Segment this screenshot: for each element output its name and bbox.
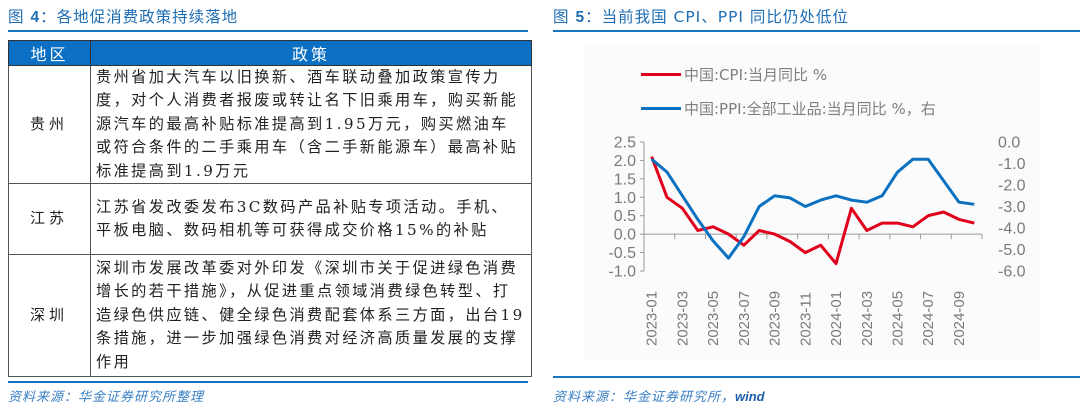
left-tick-label: 0.5 (614, 208, 636, 225)
figure-4-number: 4 (30, 9, 41, 26)
figure-5-bottom-rule (553, 376, 1080, 378)
ppi-line (650, 157, 975, 260)
right-tick-label: -1.0 (998, 156, 1026, 173)
table-row: 贵州 贵州省加大汽车以旧换新、酒车联动叠加政策宣传力度，对个人消费者报废或转让名… (8, 64, 532, 185)
figure-5-number: 5 (575, 9, 586, 26)
figure-4-title-prefix: 图 (8, 8, 31, 26)
figure-4-bottom-rule (8, 381, 528, 383)
right-tick-label: -2.0 (998, 178, 1026, 195)
policy-table: 地区 政策 贵州 贵州省加大汽车以旧换新、酒车联动叠加政策宣传力度，对个人消费者… (8, 40, 532, 378)
figure-5-title: 图 5：当前我国 CPI、PPI 同比仍处低位 (553, 5, 849, 27)
legend-cpi: 中国:CPI:当月同比 % (641, 64, 827, 85)
figure-5-title-text: ：当前我国 CPI、PPI 同比仍处低位 (585, 8, 849, 26)
cpi-line (650, 156, 975, 266)
left-tick-label: 1.0 (614, 190, 636, 207)
x-tick-label: 2023-09 (767, 291, 784, 346)
x-tick-label: 2023-03 (674, 291, 691, 346)
legend-ppi: 中国:PPI:全部工业品:当月同比 %，右 (641, 98, 936, 119)
left-tick-label: 1.5 (614, 171, 636, 188)
header-policy: 政策 (90, 40, 532, 66)
region-cell: 江苏 (8, 183, 91, 256)
policy-cell: 江苏省发改委发布3C数码产品补贴专项活动。手机、平板电脑、数码相机等可获得成交价… (90, 183, 532, 256)
x-tick-label: 2023-05 (705, 291, 722, 346)
right-tick-label: 0.0 (998, 135, 1020, 152)
left-tick-label: 2.5 (614, 135, 636, 152)
x-tick-label: 2024-03 (859, 291, 876, 346)
left-tick-label: -1.0 (608, 264, 636, 281)
region-cell: 深圳 (8, 254, 91, 378)
left-tick-label: 0.0 (614, 227, 636, 244)
x-tick-label: 2023-07 (736, 291, 753, 346)
legend-cpi-swatch-icon (641, 73, 681, 76)
legend-cpi-label: 中国:CPI:当月同比 % (684, 66, 828, 84)
table-header-row: 地区 政策 (8, 40, 532, 66)
right-tick-label: -3.0 (998, 199, 1026, 216)
right-tick-label: -5.0 (998, 242, 1026, 259)
x-tick-label: 2024-09 (951, 291, 968, 346)
figure-4-top-rule (8, 30, 528, 32)
figure-4-title: 图 4：各地促消费政策持续落地 (8, 5, 238, 27)
table-row: 深圳 深圳市发展改革委对外印发《深圳市关于促进绿色消费增长的若干措施》，从促进重… (8, 254, 532, 378)
x-tick-label: 2024-01 (828, 291, 845, 346)
x-tick-label: 2023-11 (797, 292, 814, 346)
figure-5-source: 资料来源：华金证券研究所，wind (553, 386, 765, 405)
right-tick-label: -4.0 (998, 221, 1026, 238)
x-tick-label: 2023-01 (644, 291, 661, 346)
right-y-axis: 0.0 -1.0 -2.0 -3.0 -4.0 -5.0 -6.0 (998, 135, 1026, 281)
series-layer (650, 156, 975, 266)
header-region: 地区 (8, 40, 91, 66)
x-tick-label: 2024-05 (890, 291, 907, 346)
left-tick-label: -0.5 (608, 245, 636, 262)
x-axis: 2023-01 2023-03 2023-05 2023-07 2023-09 2023-… (643, 233, 983, 346)
figure-5-title-prefix: 图 (553, 8, 576, 26)
left-y-axis: 2.52.01.5 1.00.5 0.0-0.5 -1.0 (608, 135, 645, 281)
figure-4-source: 资料来源：华金证券研究所整理 (8, 390, 205, 405)
left-tick-label: 2.0 (614, 153, 636, 170)
x-tick-label: 2024-07 (920, 291, 937, 346)
figure-5-source-wind: wind (735, 389, 765, 404)
figure-5-source-text: 资料来源：华金证券研究所， (553, 390, 736, 405)
region-cell: 贵州 (8, 64, 91, 185)
policy-cell: 贵州省加大汽车以旧换新、酒车联动叠加政策宣传力度，对个人消费者报废或转让名下旧乘… (90, 64, 532, 185)
policy-cell: 深圳市发展改革委对外印发《深圳市关于促进绿色消费增长的若干措施》，从促进重点领域… (90, 254, 532, 378)
figure-4-title-text: ：各地促消费政策持续落地 (40, 8, 239, 26)
legend-ppi-label: 中国:PPI:全部工业品:当月同比 %，右 (684, 100, 936, 118)
legend-ppi-swatch-icon (641, 107, 681, 110)
table-row: 江苏 江苏省发改委发布3C数码产品补贴专项活动。手机、平板电脑、数码相机等可获得… (8, 183, 532, 256)
right-tick-label: -6.0 (998, 264, 1026, 281)
figure-5-top-rule (553, 30, 1080, 32)
